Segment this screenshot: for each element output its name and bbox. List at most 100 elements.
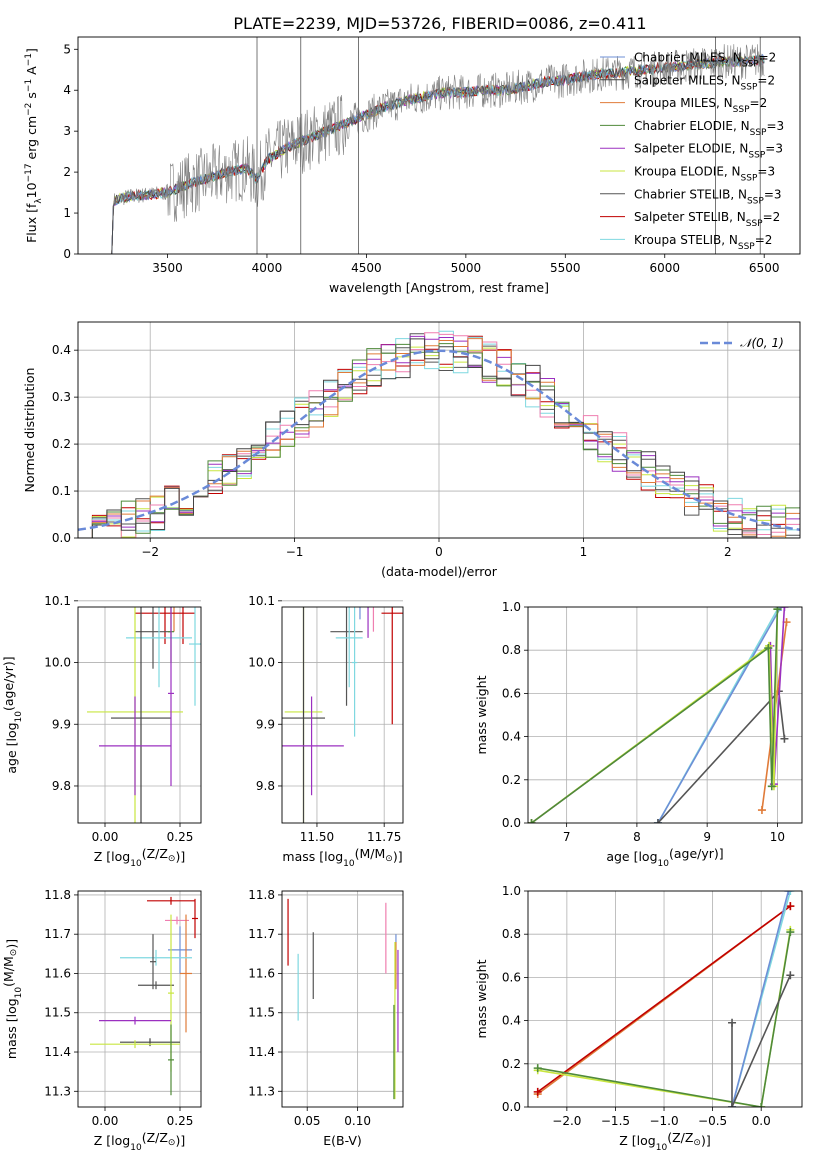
- y-tick-label: 11.5: [44, 1006, 71, 1020]
- legend: 𝒩(0, 1): [700, 336, 784, 350]
- x-tick-label: 3500: [152, 261, 183, 275]
- x-tick-label: 2: [724, 545, 732, 559]
- panel-age-vs-mass: 11.50 11.75 9.8 9.9 10.0 10.1 mass [log10(M/M⊙…: [248, 594, 404, 869]
- y-tick-label: 11.3: [248, 1084, 275, 1098]
- y-tick-label: 9.9: [52, 717, 71, 731]
- x-tick-label: 0.25: [167, 1114, 194, 1128]
- y-tick-label: 0.8: [502, 927, 521, 941]
- legend-entry: Chabrier STELIB, NSSP=3: [634, 187, 782, 206]
- panel-spectrum: 3500 4000 4500 5000 5500 6000 6500 0 1 2 3 4 5 Chabri…: [24, 36, 801, 295]
- y-tick-label: 11.4: [248, 1045, 275, 1059]
- page-title: PLATE=2239, MJD=53726, FIBERID=0086, z=0…: [233, 14, 646, 33]
- weight-series-line: [731, 974, 792, 1107]
- weight-series-line: [657, 607, 782, 823]
- panel-age-vs-Z: 0.00 0.25 9.8 9.9 10.0 10.1 Z [log10(Z/Z⊙)] age…: [1, 594, 202, 869]
- legend-entry: Chabrier ELODIE, NSSP=3: [634, 119, 784, 138]
- y-axis-label: Normed distribution: [22, 368, 37, 493]
- axes-frame: [527, 606, 803, 824]
- y-tick-label: 0: [63, 247, 71, 261]
- y-tick-label: 10.0: [248, 656, 275, 670]
- y-tick-label: 0.6: [502, 970, 521, 984]
- observed-spectrum-line: [113, 44, 765, 222]
- y-tick-label: 5: [63, 42, 71, 56]
- y-tick-label: 2: [63, 165, 71, 179]
- weight-point-marker: [528, 819, 536, 823]
- y-tick-label: 0.0: [502, 816, 521, 830]
- y-tick-label: 0.1: [52, 484, 71, 498]
- y-tick-label: 11.4: [44, 1045, 71, 1059]
- gaussian-reference-line: [78, 349, 800, 532]
- x-tick-label: −2.0: [552, 1114, 581, 1128]
- x-tick-label: 5000: [451, 261, 482, 275]
- legend-entry: 𝒩(0, 1): [740, 336, 784, 350]
- legend-entry: Chabrier MILES, NSSP=2: [634, 51, 776, 70]
- legend-entry: Kroupa STELIB, NSSP=2: [634, 233, 772, 252]
- weight-series-line: [531, 609, 779, 823]
- x-axis-label: E(B-V): [323, 1133, 362, 1148]
- x-tick-label: 11.75: [367, 830, 401, 844]
- legend-entry: Salpeter STELIB, NSSP=2: [634, 210, 780, 229]
- x-tick-label: −1: [286, 545, 304, 559]
- panel-weight-vs-age: 7 8 9 10 0.0 0.2 0.4 0.6 0.8 1.0 age [log10(age/yr…: [474, 600, 803, 869]
- weight-point-marker: [780, 607, 789, 611]
- panel-residuals: −2 −1 0 1 2 0.0 0.1 0.2 0.3 0.4 𝒩(0, 1) (data-model…: [22, 321, 801, 579]
- axes-frame: [77, 890, 202, 1108]
- legend-entry: Kroupa ELODIE, NSSP=3: [634, 165, 775, 184]
- y-tick-label: 10.1: [44, 594, 71, 608]
- y-tick-label: 0.3: [52, 390, 71, 404]
- y-tick-label: 0.0: [52, 531, 71, 545]
- weight-point-marker: [786, 971, 795, 980]
- y-tick-label: 10.0: [44, 656, 71, 670]
- x-tick-label: 6000: [649, 261, 680, 275]
- histogram-step-line: [78, 338, 800, 538]
- y-tick-label: 11.3: [44, 1084, 71, 1098]
- axes-frame: [527, 890, 803, 1108]
- legend-entry: Salpeter ELODIE, NSSP=3: [634, 142, 783, 161]
- y-tick-label: 0.2: [502, 1057, 521, 1071]
- x-axis-label: age [log10(age/yr)]: [606, 846, 723, 869]
- weight-point-marker: [767, 782, 776, 791]
- y-tick-label: 0.6: [502, 686, 521, 700]
- x-tick-label: 0.00: [92, 830, 119, 844]
- x-tick-label: 6500: [749, 261, 780, 275]
- x-tick-label: 0: [435, 545, 443, 559]
- y-tick-label: 0.8: [502, 643, 521, 657]
- x-axis-label: (data-model)/error: [381, 564, 498, 579]
- plot-area: [528, 607, 791, 823]
- weight-series-line: [531, 607, 786, 823]
- plot-area: [287, 898, 399, 1100]
- x-axis-label: Z [log10(Z/Z⊙)]: [94, 1130, 185, 1153]
- x-tick-label: −1.0: [649, 1114, 678, 1128]
- y-tick-label: 0.4: [52, 343, 71, 357]
- y-tick-label: 1.0: [502, 884, 521, 898]
- x-tick-label: 10: [770, 830, 785, 844]
- y-tick-label: 9.8: [256, 779, 275, 793]
- x-tick-label: 0.0: [752, 1114, 771, 1128]
- x-tick-label: 0.00: [92, 1114, 119, 1128]
- y-tick-label: 11.6: [248, 966, 275, 980]
- axes-frame: [77, 606, 202, 824]
- weight-point-marker: [533, 1087, 542, 1096]
- y-axis-label: Flux [fλ10−17 erg cm−2 s−1 A−1]: [24, 48, 44, 243]
- y-tick-label: 11.7: [248, 927, 275, 941]
- y-tick-label: 0.2: [502, 773, 521, 787]
- plot-area: [533, 891, 795, 1107]
- y-tick-label: 0.4: [502, 1014, 521, 1028]
- x-tick-label: 9: [703, 830, 711, 844]
- x-axis-label: mass [log10(M/M⊙)]: [282, 846, 402, 869]
- y-tick-label: 11.6: [44, 966, 71, 980]
- y-axis-label: mass [log10(M/M⊙)]: [1, 939, 24, 1059]
- panel-weight-vs-Z: −2.0 −1.5 −1.0 −0.5 0.0 0.0 0.2 0.4 0.6 0.8 1.0 Z […: [474, 884, 803, 1153]
- y-tick-label: 0.2: [52, 437, 71, 451]
- weight-point-marker: [757, 806, 766, 815]
- y-tick-label: 11.7: [44, 927, 71, 941]
- y-tick-label: 4: [63, 83, 71, 97]
- x-axis-label: Z [log10(Z/Z⊙)]: [94, 846, 185, 869]
- x-tick-label: 4500: [351, 261, 382, 275]
- y-tick-label: 10.1: [248, 594, 275, 608]
- x-axis-label: Z [log10(Z/Z⊙)]: [619, 1130, 710, 1153]
- y-tick-label: 3: [63, 124, 71, 138]
- x-tick-label: 7: [563, 830, 571, 844]
- x-tick-label: 0.10: [344, 1114, 371, 1128]
